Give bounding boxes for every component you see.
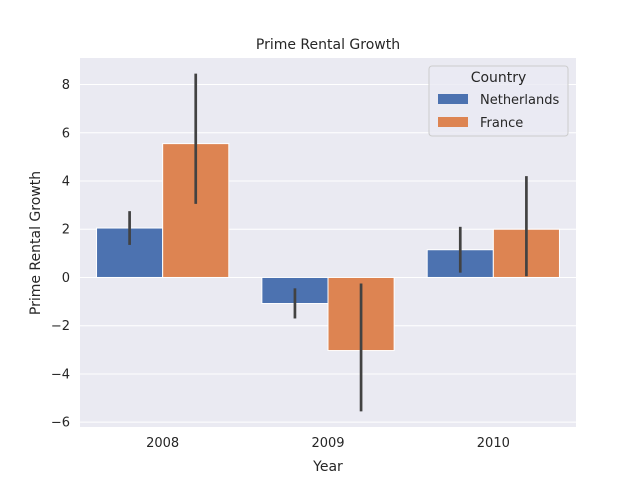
legend-swatch-france [438,117,468,127]
x-tick-labels: 2008 2009 2010 [146,436,510,451]
error-bars [128,73,528,412]
y-tick-label: 8 [62,78,70,93]
y-tick-label: 4 [62,175,70,190]
x-tick-label: 2008 [146,436,179,451]
y-tick-label: 2 [62,223,70,238]
legend-label-france: France [480,116,523,131]
y-tick-label: 0 [62,271,70,286]
legend-swatch-netherlands [438,94,468,104]
y-tick-label: −4 [51,367,70,382]
y-tick-label: −2 [51,319,70,334]
y-axis-label: Prime Rental Growth [28,171,44,315]
y-tick-label: 6 [62,126,70,141]
y-tick-label: −6 [51,416,70,431]
x-tick-label: 2009 [311,436,344,451]
y-tick-labels: −6 −4 −2 0 2 4 6 8 [51,78,70,431]
legend-title: Country [471,70,527,86]
legend: Country Netherlands France [428,65,569,137]
x-axis-label: Year [312,459,343,475]
bars [96,143,560,352]
x-tick-label: 2010 [477,436,510,451]
legend-label-netherlands: Netherlands [480,93,559,108]
chart-title: Prime Rental Growth [256,37,400,53]
